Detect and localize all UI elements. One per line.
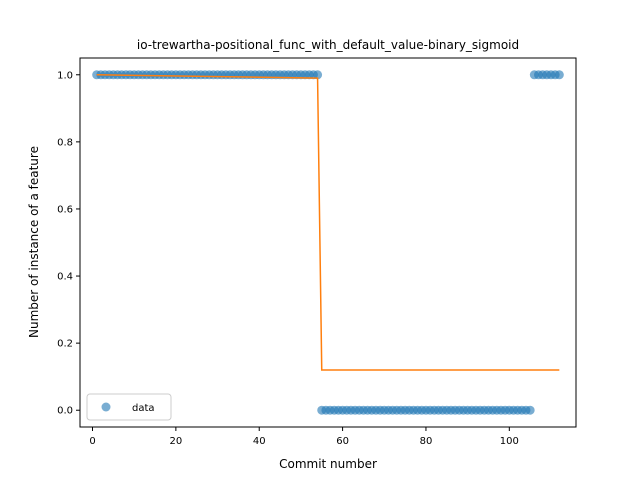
- plot-area: [92, 70, 564, 415]
- y-tick-label: 0.4: [57, 272, 73, 283]
- legend-marker-data: [101, 402, 111, 412]
- y-tick-label: 0.0: [57, 406, 73, 417]
- data-point: [313, 70, 323, 80]
- fit-line: [96, 74, 560, 371]
- y-tick-label: 0.8: [57, 137, 73, 148]
- x-tick-label: 20: [169, 436, 182, 447]
- x-tick-label: 40: [253, 436, 266, 447]
- x-tick-label: 0: [89, 436, 95, 447]
- y-axis-label: Number of instance of a feature: [27, 146, 41, 338]
- x-tick-label: 60: [336, 436, 349, 447]
- x-axis: 0 20 40 60 80 100: [89, 427, 519, 447]
- data-point: [525, 405, 535, 415]
- legend: data: [86, 393, 172, 421]
- y-tick-label: 1.0: [57, 70, 73, 81]
- y-tick-label: 0.6: [57, 204, 73, 215]
- legend-label-data: data: [132, 403, 155, 414]
- data-point: [554, 70, 564, 80]
- x-tick-label: 80: [420, 436, 433, 447]
- chart-title: io-trewartha-positional_func_with_defaul…: [137, 38, 519, 52]
- plot-frame: [79, 57, 577, 428]
- y-axis: 0.0 0.2 0.4 0.6 0.8 1.0: [57, 70, 80, 417]
- x-tick-label: 100: [500, 436, 519, 447]
- legend-box: [86, 393, 172, 421]
- x-axis-label: Commit number: [279, 457, 377, 471]
- y-tick-label: 0.2: [57, 339, 73, 350]
